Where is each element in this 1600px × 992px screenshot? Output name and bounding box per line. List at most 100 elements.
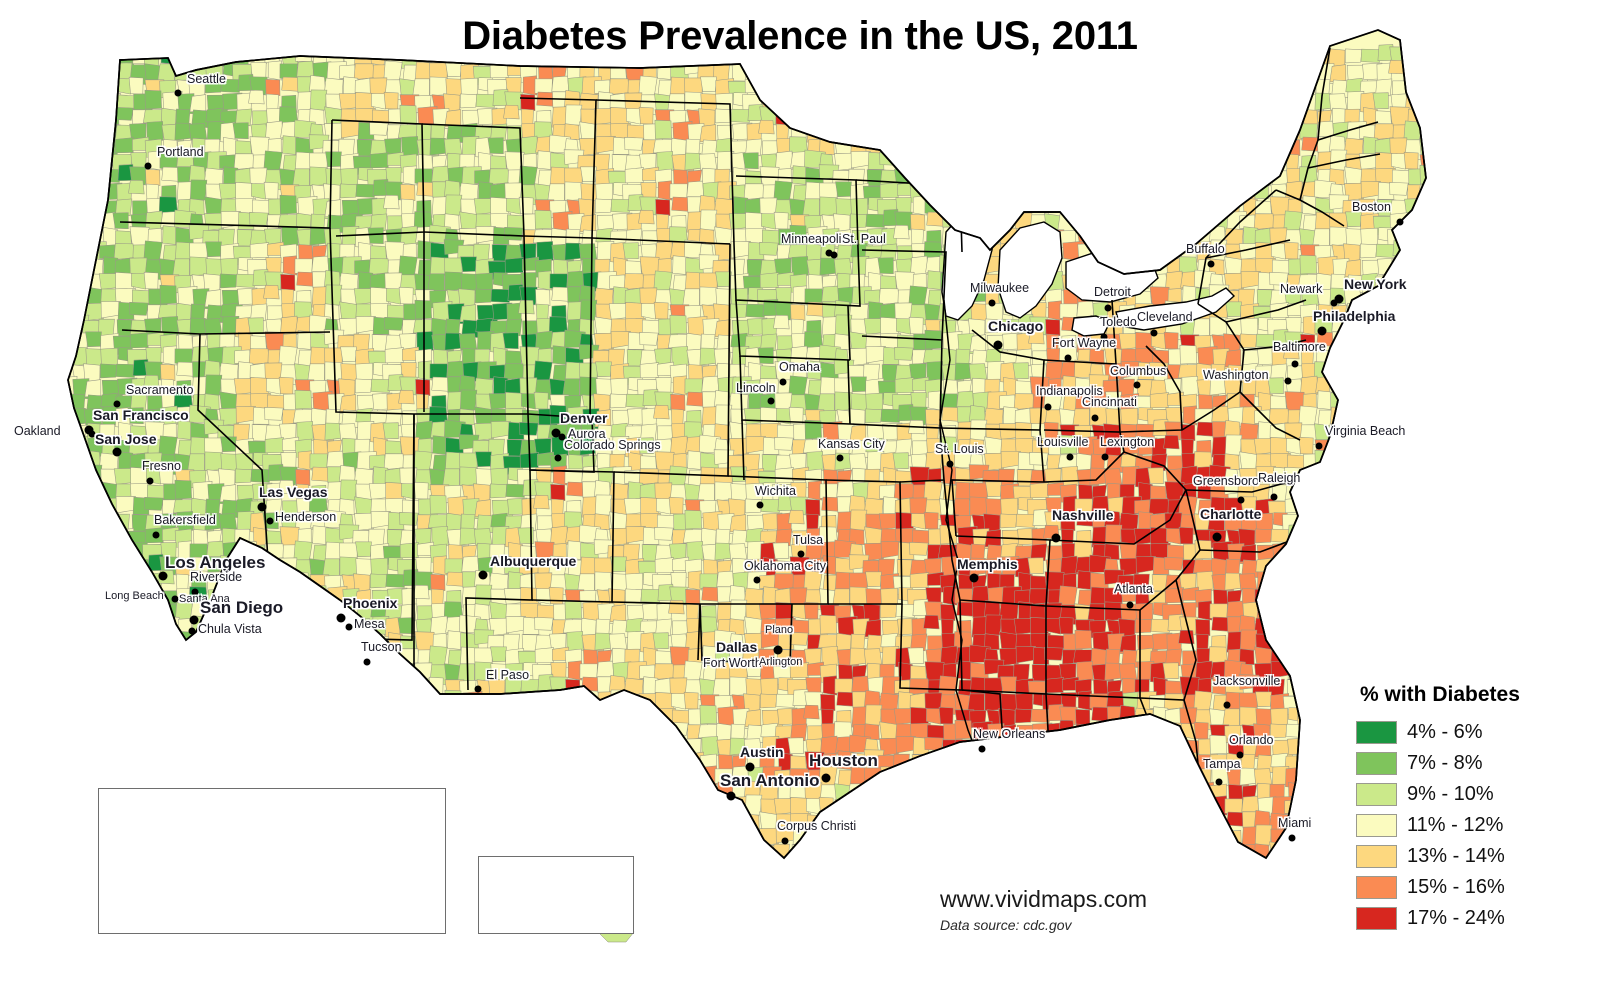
county-polygon xyxy=(267,60,283,81)
county-polygon xyxy=(1196,139,1214,156)
county-polygon xyxy=(912,94,933,114)
county-polygon xyxy=(987,107,1003,122)
county-polygon xyxy=(402,752,418,767)
county-polygon xyxy=(701,798,714,820)
county-polygon xyxy=(1164,557,1184,571)
county-polygon xyxy=(1421,273,1426,291)
county-polygon xyxy=(203,318,223,336)
county-polygon xyxy=(957,196,979,218)
county-polygon xyxy=(1312,469,1333,484)
county-polygon xyxy=(1015,692,1033,712)
county-polygon xyxy=(130,602,146,624)
county-polygon xyxy=(1014,768,1030,786)
county-polygon xyxy=(1167,90,1185,111)
county-polygon xyxy=(536,829,556,847)
county-polygon xyxy=(985,738,1001,757)
county-polygon xyxy=(867,813,885,834)
county-polygon xyxy=(87,646,108,664)
county-polygon xyxy=(414,724,435,742)
county-polygon xyxy=(1075,709,1091,726)
county-polygon xyxy=(985,167,1001,189)
county-polygon xyxy=(834,799,855,813)
county-polygon xyxy=(1087,185,1107,202)
county-polygon xyxy=(1361,469,1382,488)
county-polygon xyxy=(1268,149,1285,165)
county-polygon xyxy=(354,751,373,771)
county-polygon xyxy=(85,331,102,347)
county-polygon xyxy=(971,753,994,771)
county-polygon xyxy=(716,800,732,819)
county-polygon xyxy=(1018,48,1038,68)
county-polygon xyxy=(654,527,674,541)
county-polygon xyxy=(1331,346,1351,368)
county-polygon xyxy=(147,691,165,710)
county-polygon xyxy=(639,332,659,346)
county-polygon xyxy=(1268,633,1288,650)
county-polygon xyxy=(670,813,688,832)
county-polygon xyxy=(551,783,568,800)
county-polygon xyxy=(298,588,318,608)
county-polygon xyxy=(174,649,195,670)
county-polygon xyxy=(893,708,913,725)
county-polygon xyxy=(894,679,911,694)
county-polygon xyxy=(68,348,70,369)
county-polygon xyxy=(624,167,644,184)
county-polygon xyxy=(638,209,655,225)
county-polygon xyxy=(987,61,1005,80)
county-polygon xyxy=(338,423,358,441)
county-polygon xyxy=(1046,140,1062,159)
county-polygon xyxy=(1104,662,1122,681)
county-polygon xyxy=(68,183,75,204)
county-polygon xyxy=(504,257,524,274)
county-polygon xyxy=(1434,511,1452,531)
county-polygon xyxy=(535,797,556,819)
county-polygon xyxy=(413,481,429,500)
county-polygon xyxy=(984,752,1002,771)
county-polygon xyxy=(1107,825,1128,846)
county-polygon xyxy=(1162,169,1183,184)
county-polygon xyxy=(489,694,507,713)
county-polygon xyxy=(1163,434,1180,450)
county-polygon xyxy=(68,510,75,531)
county-polygon xyxy=(1150,813,1168,829)
county-polygon xyxy=(1062,153,1077,175)
county-polygon xyxy=(549,829,570,847)
county-polygon xyxy=(1300,375,1318,395)
county-polygon xyxy=(1374,572,1394,591)
county-polygon xyxy=(1420,91,1426,109)
county-polygon xyxy=(701,813,721,831)
county-polygon xyxy=(1345,48,1363,64)
county-polygon xyxy=(1437,199,1459,216)
county-polygon xyxy=(1436,481,1453,499)
county-polygon xyxy=(804,62,822,81)
county-polygon xyxy=(1344,259,1362,278)
county-polygon xyxy=(1167,827,1188,846)
county-polygon xyxy=(1404,377,1424,391)
county-polygon xyxy=(218,513,238,531)
county-polygon xyxy=(1211,828,1224,850)
county-polygon xyxy=(1373,527,1394,548)
county-polygon xyxy=(1105,153,1122,172)
county-polygon xyxy=(1195,44,1213,66)
county-polygon xyxy=(1314,92,1332,111)
county-polygon xyxy=(400,184,416,201)
county-polygon xyxy=(848,453,868,471)
county-polygon xyxy=(772,49,793,64)
county-polygon xyxy=(1014,121,1033,141)
county-polygon xyxy=(1061,94,1078,113)
county-polygon xyxy=(640,588,661,603)
county-polygon xyxy=(1074,629,1092,650)
county-polygon xyxy=(1133,707,1154,728)
county-polygon xyxy=(789,224,807,245)
county-polygon xyxy=(909,542,929,556)
county-polygon xyxy=(805,48,821,67)
county-polygon xyxy=(909,124,930,138)
county-polygon xyxy=(400,677,420,697)
county-polygon xyxy=(562,619,583,634)
county-polygon xyxy=(1242,122,1258,137)
county-polygon xyxy=(1150,618,1171,633)
county-polygon xyxy=(1362,511,1384,533)
county-polygon xyxy=(354,259,371,274)
county-polygon xyxy=(1283,241,1299,260)
